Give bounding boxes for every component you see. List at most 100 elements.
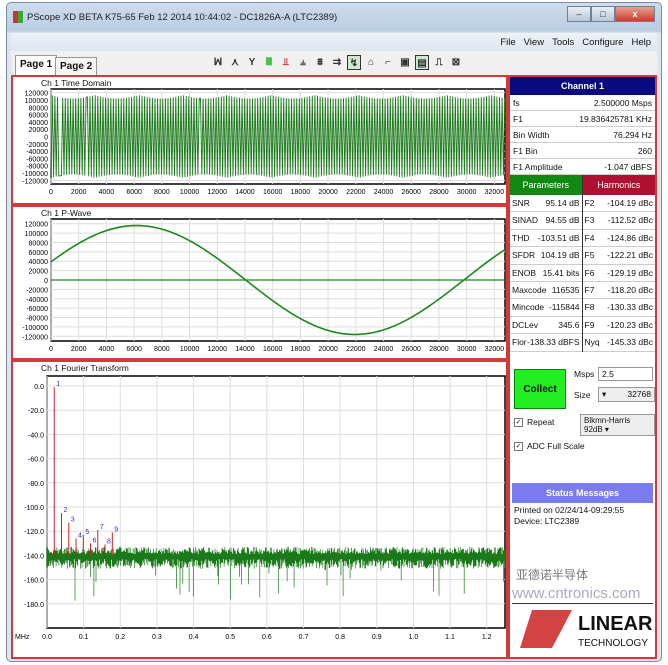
harmonics-value: -145.33 dBc — [607, 337, 653, 348]
x-tick-label: 18000 — [291, 189, 311, 196]
x-tick-label: 14000 — [235, 346, 255, 353]
harmonics-row: F5 -122.21 dBc — [582, 247, 655, 265]
toolbar-button-icon[interactable]: ▣ — [400, 57, 410, 68]
parameters-key: SINAD — [512, 215, 538, 226]
collect-button[interactable]: Collect — [514, 369, 566, 409]
harmonics-row: F4 -124.86 dBc — [582, 230, 655, 248]
harmonics-value: -120.23 dBc — [607, 319, 653, 330]
size-select[interactable]: ▾ 32768 — [598, 387, 655, 402]
pwave-plot: 120000100000800006000040000200000-20000-… — [22, 218, 513, 353]
harmonics-key: F6 — [584, 267, 595, 278]
x-tick-label: 0.9 — [372, 634, 382, 641]
channel-row: F1 19.836425781 KHz — [510, 111, 655, 127]
y-tick-label: -20000 — [26, 142, 48, 149]
y-tick-label: -120000 — [22, 334, 48, 341]
close-button[interactable]: x — [615, 6, 655, 22]
harmonics-key: Nyq — [584, 337, 600, 348]
y-tick-label: 40000 — [29, 120, 49, 127]
x-tick-label: 1.1 — [445, 634, 455, 641]
harmonic-label: 5 — [85, 529, 89, 536]
x-tick-label: 0.3 — [152, 634, 162, 641]
y-tick-label: 20000 — [29, 127, 49, 134]
harmonics-value: -129.19 dBc — [607, 267, 653, 278]
adc-full-scale-label: ADC Full Scale — [527, 441, 585, 451]
harmonics-key: F4 — [584, 232, 595, 243]
status-line: Device: LTC2389 — [514, 516, 580, 526]
channel-row: F1 Amplitude -1.047 dBFS — [510, 159, 655, 175]
y-tick-label: 60000 — [29, 113, 49, 120]
harmonics-row: F8 -130.33 dBc — [582, 299, 655, 317]
x-tick-label: 4000 — [99, 189, 115, 196]
channel-key: F1 Amplitude — [513, 162, 563, 172]
tab-page-2[interactable]: Page 2 — [55, 57, 98, 75]
parameters-row: SFDR 104.19 dB — [510, 247, 582, 265]
menu-configure[interactable]: Configure — [582, 36, 624, 48]
harmonics-key: F9 — [584, 319, 595, 330]
x-tick-label: 28000 — [429, 189, 449, 196]
parameters-key: DCLev — [512, 319, 538, 330]
repeat-checkbox[interactable]: ✓ Repeat — [514, 417, 554, 428]
x-tick-label: 10000 — [180, 346, 200, 353]
y-tick-label: -60000 — [26, 156, 48, 163]
toolbar-button-icon[interactable]: Ⅲ — [265, 57, 273, 68]
pwave-title: Ch 1 P-Wave — [41, 208, 92, 218]
window-select[interactable]: Blkmn-Harris 92dB ▾ — [580, 414, 655, 436]
window-value: Blkmn-Harris 92dB — [584, 416, 631, 434]
check-icon: ✓ — [514, 418, 523, 428]
menu-help[interactable]: Help — [631, 36, 651, 48]
harmonics-value: -118.20 dBc — [607, 284, 653, 295]
x-tick-label: 0.5 — [225, 634, 235, 641]
menu-file[interactable]: File — [500, 36, 516, 48]
maximize-button[interactable]: □ — [591, 6, 615, 22]
toolbar-button-icon[interactable]: ⫫ — [283, 57, 289, 68]
y-tick-label: 0.0 — [34, 384, 44, 391]
toolbar-button-icon[interactable]: ↯ — [347, 55, 361, 70]
y-tick-label: -80000 — [26, 316, 48, 323]
toolbar-button-icon[interactable]: ⊠ — [451, 57, 461, 68]
status-line: Printed on 02/24/14-09:29:55 — [514, 505, 625, 515]
channel-key: F1 Bin — [513, 146, 538, 156]
parameters-key: ENOB — [512, 267, 537, 278]
parameters-key: Flor — [512, 337, 527, 348]
y-tick-label: 120000 — [25, 222, 48, 229]
y-tick-label: -140.0 — [24, 553, 44, 560]
toolbar-button-icon[interactable]: ⩩ — [317, 57, 323, 68]
harmonics-key: F8 — [584, 302, 595, 313]
harmonics-row: F9 -120.23 dBc — [582, 317, 655, 335]
menu-tools[interactable]: Tools — [552, 36, 575, 48]
harmonics-value: -112.52 dBc — [607, 215, 653, 226]
msps-input[interactable]: 2.5 — [598, 367, 653, 381]
toolbar-button-icon[interactable]: ⌐ — [385, 57, 391, 68]
toolbar-button-icon[interactable]: ▤ — [415, 55, 429, 70]
x-tick-label: 0.0 — [42, 634, 52, 641]
toolbar-button-icon[interactable]: Y — [248, 57, 256, 68]
y-tick-label: -40000 — [26, 149, 48, 156]
msps-label: Msps — [574, 369, 595, 379]
x-tick-label: 24000 — [374, 346, 394, 353]
results-panel: Channel 1 fs 2.500000 Msps F1 19.836425781 … — [508, 75, 657, 659]
y-tick-label: -20000 — [26, 287, 48, 294]
toolbar-button-icon[interactable]: ⋏ — [231, 57, 239, 68]
toolbar-button-icon[interactable]: ⇉ — [332, 57, 342, 68]
harmonics-key: F2 — [584, 198, 595, 208]
adc-full-scale-checkbox[interactable]: ✓ ADC Full Scale — [514, 441, 585, 452]
toolbar-button-icon[interactable]: ⫨ — [300, 57, 306, 68]
x-tick-label: 30000 — [457, 189, 477, 196]
pwave-trace — [50, 224, 506, 336]
svg-text:LINEAR: LINEAR — [578, 613, 653, 635]
toolbar-button-icon[interactable]: ꟽ — [213, 57, 223, 68]
menu-view[interactable]: View — [523, 36, 545, 48]
parameters-key: Mincode — [512, 302, 545, 313]
tab-page-1[interactable]: Page 1 — [15, 55, 58, 75]
parameters-value: -138.33 dBFS — [527, 337, 580, 348]
x-unit-label: MHz — [15, 634, 30, 641]
y-tick-label: 100000 — [25, 98, 48, 105]
watermark-url: www.cntronics.com — [512, 585, 641, 602]
toolbar-button-icon[interactable]: ⌂ — [367, 57, 375, 68]
x-tick-label: 1.2 — [482, 634, 492, 641]
x-tick-label: 0.7 — [299, 634, 309, 641]
toolbar-button-icon[interactable]: ⎍ — [435, 57, 443, 68]
minimize-button[interactable]: – — [567, 6, 591, 22]
x-tick-label: 26000 — [401, 189, 421, 196]
harmonics-value: -122.21 dBc — [607, 250, 653, 261]
